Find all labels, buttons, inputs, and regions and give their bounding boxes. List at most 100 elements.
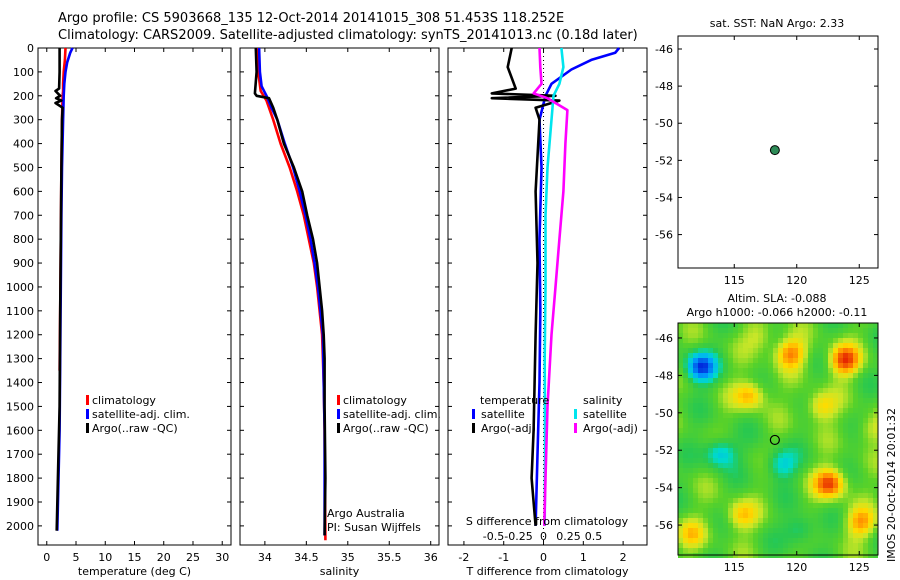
sla-cell (778, 428, 783, 433)
sla-cell (748, 483, 753, 488)
sla-cell (693, 453, 698, 458)
sla-cell (748, 423, 753, 428)
sla-cell (858, 418, 863, 423)
sla-cell (733, 543, 738, 548)
sla-cell (813, 433, 818, 438)
sla-cell (733, 463, 738, 468)
legend-swatch-satellite (86, 409, 89, 419)
sla-cell (873, 548, 878, 553)
sla-cell (708, 368, 713, 373)
sla-cell (748, 433, 753, 438)
map-frame (677, 35, 879, 269)
sla-cell (753, 343, 758, 348)
sla-cell (868, 498, 873, 503)
sla-cell (853, 388, 858, 393)
sla-cell (738, 473, 743, 478)
sla-cell (798, 363, 803, 368)
sla-cell (723, 403, 728, 408)
sla-cell (853, 483, 858, 488)
sla-cell (813, 508, 818, 513)
sla-cell (813, 538, 818, 543)
sla-cell (693, 473, 698, 478)
sla-cell (728, 423, 733, 428)
sla-cell (708, 463, 713, 468)
sla-cell (783, 503, 788, 508)
sla-cell (873, 378, 878, 383)
sla-cell (678, 403, 683, 408)
sla-cell (873, 368, 878, 373)
sla-cell (718, 508, 723, 513)
sla-cell (768, 383, 773, 388)
sla-cell (848, 473, 853, 478)
sla-cell (818, 398, 823, 403)
legend-swatch-sal-argo (574, 423, 577, 433)
sla-cell (748, 328, 753, 333)
sla-cell (793, 548, 798, 553)
sla-cell (748, 388, 753, 393)
sla-cell (838, 413, 843, 418)
sla-cell (743, 538, 748, 543)
sla-cell (863, 468, 868, 473)
sla-cell (793, 383, 798, 388)
sla-cell (713, 468, 718, 473)
sla-cell (723, 483, 728, 488)
sla-cell (848, 523, 853, 528)
sla-cell (708, 373, 713, 378)
sla-cell (713, 488, 718, 493)
sla-cell (748, 323, 753, 328)
sla-cell (873, 518, 878, 523)
sla-cell (783, 483, 788, 488)
sla-cell (803, 443, 808, 448)
sla-cell (773, 398, 778, 403)
sla-cell (808, 343, 813, 348)
sla-cell (843, 388, 848, 393)
sla-cell (838, 383, 843, 388)
sla-cell (743, 343, 748, 348)
sla-cell (863, 463, 868, 468)
sla-cell (853, 408, 858, 413)
sla-cell (758, 323, 763, 328)
sla-cell (758, 413, 763, 418)
sla-cell (723, 338, 728, 343)
sla-cell (748, 333, 753, 338)
sla-cell (843, 498, 848, 503)
sla-cell (778, 408, 783, 413)
sla-cell (853, 328, 858, 333)
sla-cell (843, 493, 848, 498)
sla-cell (803, 468, 808, 473)
sla-cell (693, 338, 698, 343)
sla-cell (823, 543, 828, 548)
sla-cell (683, 358, 688, 363)
sla-cell (683, 533, 688, 538)
sla-cell (773, 423, 778, 428)
sla-cell (758, 403, 763, 408)
sla-cell (793, 513, 798, 518)
sla-cell (853, 448, 858, 453)
sla-cell (713, 393, 718, 398)
sla-cell (678, 383, 683, 388)
sla-cell (748, 368, 753, 373)
sla-cell (818, 463, 823, 468)
sla-cell (843, 338, 848, 343)
sla-cell (788, 363, 793, 368)
sla-cell (683, 518, 688, 523)
sla-cell (863, 363, 868, 368)
sla-cell (823, 448, 828, 453)
sla-cell (708, 393, 713, 398)
sla-cell (873, 498, 878, 503)
sla-cell (708, 438, 713, 443)
sla-cell (788, 398, 793, 403)
sla-cell (768, 448, 773, 453)
legend-label-climatology: climatology (343, 394, 407, 407)
sla-cell (798, 418, 803, 423)
sla-cell (713, 448, 718, 453)
sla-cell (833, 528, 838, 533)
sla-cell (723, 383, 728, 388)
sla-cell (703, 498, 708, 503)
sla-cell (813, 543, 818, 548)
sla-cell (773, 438, 778, 443)
sla-cell (688, 463, 693, 468)
sla-cell (733, 433, 738, 438)
sla-cell (723, 463, 728, 468)
sla-cell (768, 353, 773, 358)
